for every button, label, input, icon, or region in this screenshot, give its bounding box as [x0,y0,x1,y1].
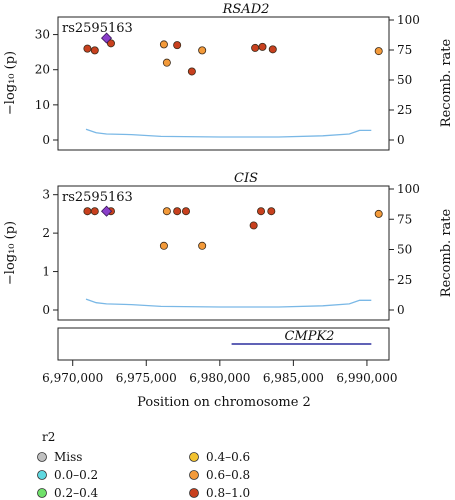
lead-snp-label-cis: rs2595163 [62,190,133,205]
y-tick-label: 3 [42,188,50,202]
snp-point [173,207,182,216]
y2-tick-label: 25 [397,273,412,287]
gene-track: CMPK2 [57,327,390,361]
y2-axis-cis: 0 25 50 75 100 [389,182,420,317]
snp-point [267,207,276,216]
y-tick-label: 10 [35,98,50,112]
x-tick-label: 6,975,000 [116,371,177,385]
snp-point [162,207,171,216]
legend-title: r2 [42,430,55,444]
snp-point [198,241,207,250]
y-tick-label: 20 [35,63,50,77]
snp-point [83,207,92,216]
ylabel-cis: −log₁₀ (p) [3,221,18,285]
legend-item-label: 0.6–0.8 [206,468,250,482]
legend-swatch [189,452,199,462]
snp-point [90,207,99,216]
y2-tick-label: 100 [397,13,420,27]
y2-tick-label: 25 [397,103,412,117]
legend-swatch [37,470,47,480]
y2label-cis: Recomb. rate [439,209,454,298]
legend-swatch [189,470,199,480]
snp-point [251,43,260,52]
panel-title-cis: CIS [234,171,258,186]
x-tick-label: 6,980,000 [189,371,250,385]
ylabel-rsad2: −log₁₀ (p) [3,51,18,115]
y-tick-label: 0 [42,303,50,317]
snp-point [106,39,115,48]
legend-item-label: Miss [54,450,82,464]
legend-item-label: 0.4–0.6 [206,450,250,464]
recomb-line-rsad2 [85,128,372,138]
snp-point [90,46,99,55]
y-tick-label: 30 [35,28,50,42]
points-cis [83,205,383,250]
snp-point [83,44,92,53]
lead-snp-marker [100,205,113,217]
legend-items: Miss 0.0–0.2 0.2–0.4 0.4–0.6 0.6–0.8 0.8–1.0 [37,450,250,500]
y-axis-cis: 0 1 2 3 [42,188,58,317]
y2-tick-label: 75 [397,212,412,226]
y2-tick-label: 100 [397,182,420,196]
snp-point [374,209,383,218]
gene-label-cmpk2: CMPK2 [284,329,334,344]
snp-point [268,45,277,54]
lead-snp-label-rsad2: rs2595163 [62,21,133,36]
snp-point [181,207,190,216]
x-axis-label: Position on chromosome 2 [137,395,311,410]
panel-rsad2: RSAD2 0 10 20 30 0 25 50 75 100 rs2595163 −log₁… [3,2,454,151]
snp-point [258,42,267,51]
snp-point [374,47,383,56]
legend-swatch [189,488,199,498]
snp-point [162,58,171,67]
x-axis: 6,970,000 6,975,000 6,980,000 6,985,000 6,99… [42,360,397,385]
panel-title-rsad2: RSAD2 [222,2,270,17]
legend-swatch [37,452,47,462]
snp-point [173,41,182,50]
y2-tick-label: 0 [397,303,405,317]
x-tick-label: 6,990,000 [336,371,397,385]
y2-tick-label: 50 [397,73,412,87]
y-tick-label: 1 [42,265,50,279]
points-rsad2 [83,32,383,76]
snp-point [187,67,196,76]
recomb-rate-line [85,128,372,138]
legend-item-label: 0.2–0.4 [54,486,99,500]
x-tick-label: 6,985,000 [263,371,324,385]
y2-tick-label: 75 [397,43,412,57]
legend-swatch [37,488,47,498]
y-tick-label: 0 [42,133,50,147]
snp-point [198,46,207,55]
recomb-line-cis [85,298,372,308]
legend-item-label: 0.8–1.0 [206,486,250,500]
y2label-rsad2: Recomb. rate [439,39,454,128]
plot-frame-rsad2 [57,16,390,151]
recomb-rate-line [85,298,372,308]
plot-frame-cis [57,185,390,321]
y-axis-rsad2: 0 10 20 30 [35,28,58,147]
snp-point [249,221,258,230]
y2-tick-label: 50 [397,243,412,257]
y2-tick-label: 0 [397,133,405,147]
snp-point [257,207,266,216]
legend: r2 Miss 0.0–0.2 0.2–0.4 0.4–0.6 0.6–0.8 0.8–1… [37,430,250,500]
panel-cis: CIS 0 1 2 3 0 25 50 75 100 rs2595163 −log₁₀ (p)… [3,171,454,321]
y2-axis-rsad2: 0 25 50 75 100 [389,13,420,147]
x-tick-label: 6,970,000 [42,371,103,385]
snp-point [159,40,168,49]
y-tick-label: 2 [42,226,50,240]
lead-snp-marker [100,32,113,44]
legend-item-label: 0.0–0.2 [54,468,98,482]
snp-point [159,241,168,250]
